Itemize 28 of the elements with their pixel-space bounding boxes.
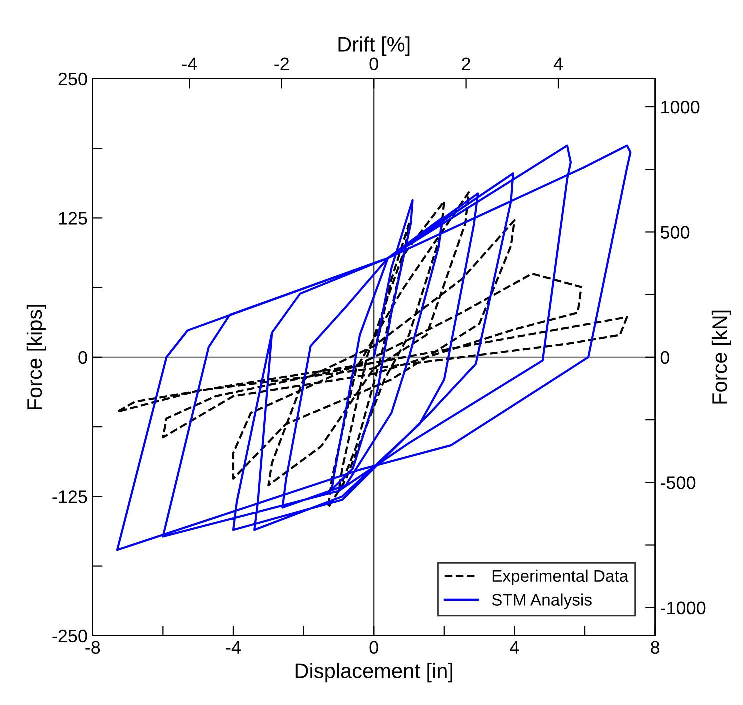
x2-tick-label: -2 <box>274 58 290 70</box>
y2-tick-label: -1000 <box>660 602 706 615</box>
y-tick-label: 250 <box>58 72 88 86</box>
y-tick-label: -125 <box>52 490 88 504</box>
x2-tick-label: 0 <box>370 58 378 71</box>
y-axis-title: Force [kips] <box>26 305 46 410</box>
y-tick-label: 125 <box>59 212 88 225</box>
x2-tick-label: 2 <box>462 58 470 70</box>
legend-label: Experimental Data <box>492 570 629 586</box>
y2-tick-label: 0 <box>660 351 670 364</box>
y2-tick-label: 1000 <box>662 100 700 114</box>
x-tick-label: 4 <box>510 641 520 654</box>
x-tick-label: 8 <box>651 641 660 654</box>
line-series <box>116 192 628 509</box>
y2-tick-label: -500 <box>660 476 696 490</box>
y2-tick-label: 500 <box>660 226 690 239</box>
x-axis-title: Displacement [in] <box>296 663 453 683</box>
x-tick-label: -8 <box>86 641 100 654</box>
x-tick-label: -4 <box>226 641 241 654</box>
x2-axis-title: Drift [%] <box>338 36 410 56</box>
y2-axis-title: Force [kN] <box>712 310 732 404</box>
legend-label: STM Analysis <box>492 594 592 610</box>
x2-tick-label: 4 <box>554 58 564 70</box>
line-series <box>116 144 632 552</box>
x2-tick-label: -4 <box>182 58 198 70</box>
x-tick-label: 0 <box>370 641 378 654</box>
y-tick-label: 0 <box>78 351 88 364</box>
y-tick-label: -250 <box>52 630 88 643</box>
